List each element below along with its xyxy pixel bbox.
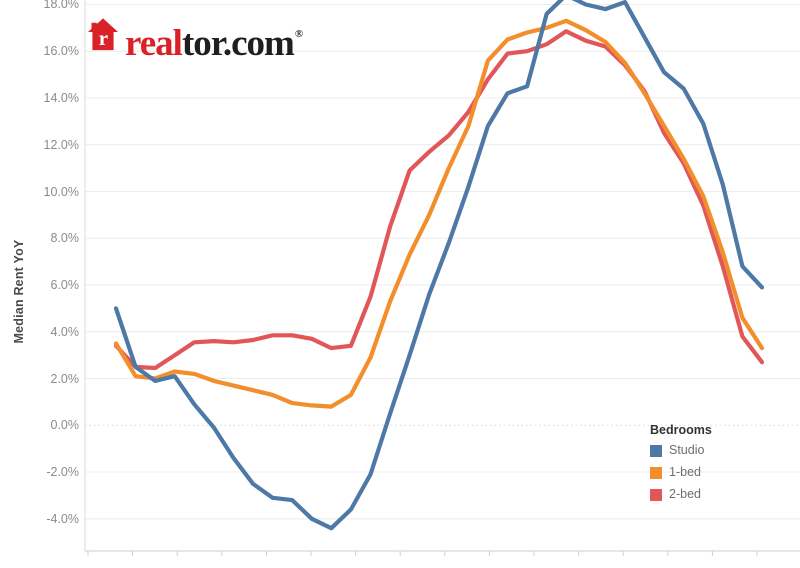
y-tick-label: 18.0% <box>43 0 79 12</box>
legend: Bedrooms Studio 1-bed 2-bed <box>650 423 712 510</box>
realtor-house-icon: r <box>88 18 118 51</box>
y-tick-label: -4.0% <box>46 511 79 526</box>
logo-text-real: real <box>125 23 183 64</box>
svg-text:r: r <box>99 26 108 50</box>
y-tick-label: 0.0% <box>50 418 80 433</box>
series-line-1-bed[interactable] <box>113 18 765 409</box>
registered-trademark-icon: ® <box>294 28 304 40</box>
realtor-logo: r realtor.com® <box>88 16 303 62</box>
legend-swatch-studio <box>650 444 662 457</box>
y-tick-label: 8.0% <box>50 231 80 246</box>
legend-item-1-bed[interactable]: 1-bed <box>650 466 712 479</box>
logo-wordmark: realtor.com® <box>125 16 303 62</box>
legend-items: Studio 1-bed 2-bed <box>650 444 712 501</box>
legend-label: Studio <box>669 443 705 457</box>
y-axis-title: Median Rent YoY <box>12 239 26 344</box>
y-tick-label: 14.0% <box>43 90 79 105</box>
y-tick-label: 10.0% <box>43 184 79 199</box>
legend-item-2-bed[interactable]: 2-bed <box>650 488 712 501</box>
legend-swatch-1-bed <box>650 466 662 479</box>
logo-text-torcom: tor.com <box>181 23 295 64</box>
y-tick-label: 6.0% <box>50 278 80 293</box>
y-tick-label: 2.0% <box>50 371 80 386</box>
legend-label: 2-bed <box>669 487 701 501</box>
series-line-studio[interactable] <box>113 0 765 531</box>
legend-swatch-2-bed <box>650 488 662 501</box>
series-line-2-bed[interactable] <box>113 29 765 371</box>
y-tick-label: 12.0% <box>43 137 79 152</box>
legend-item-studio[interactable]: Studio <box>650 444 712 457</box>
legend-title: Bedrooms <box>650 423 712 437</box>
y-tick-label: 16.0% <box>43 44 79 59</box>
legend-label: 1-bed <box>669 465 701 479</box>
y-tick-label: 4.0% <box>50 324 80 339</box>
y-tick-label: -2.0% <box>46 465 79 480</box>
